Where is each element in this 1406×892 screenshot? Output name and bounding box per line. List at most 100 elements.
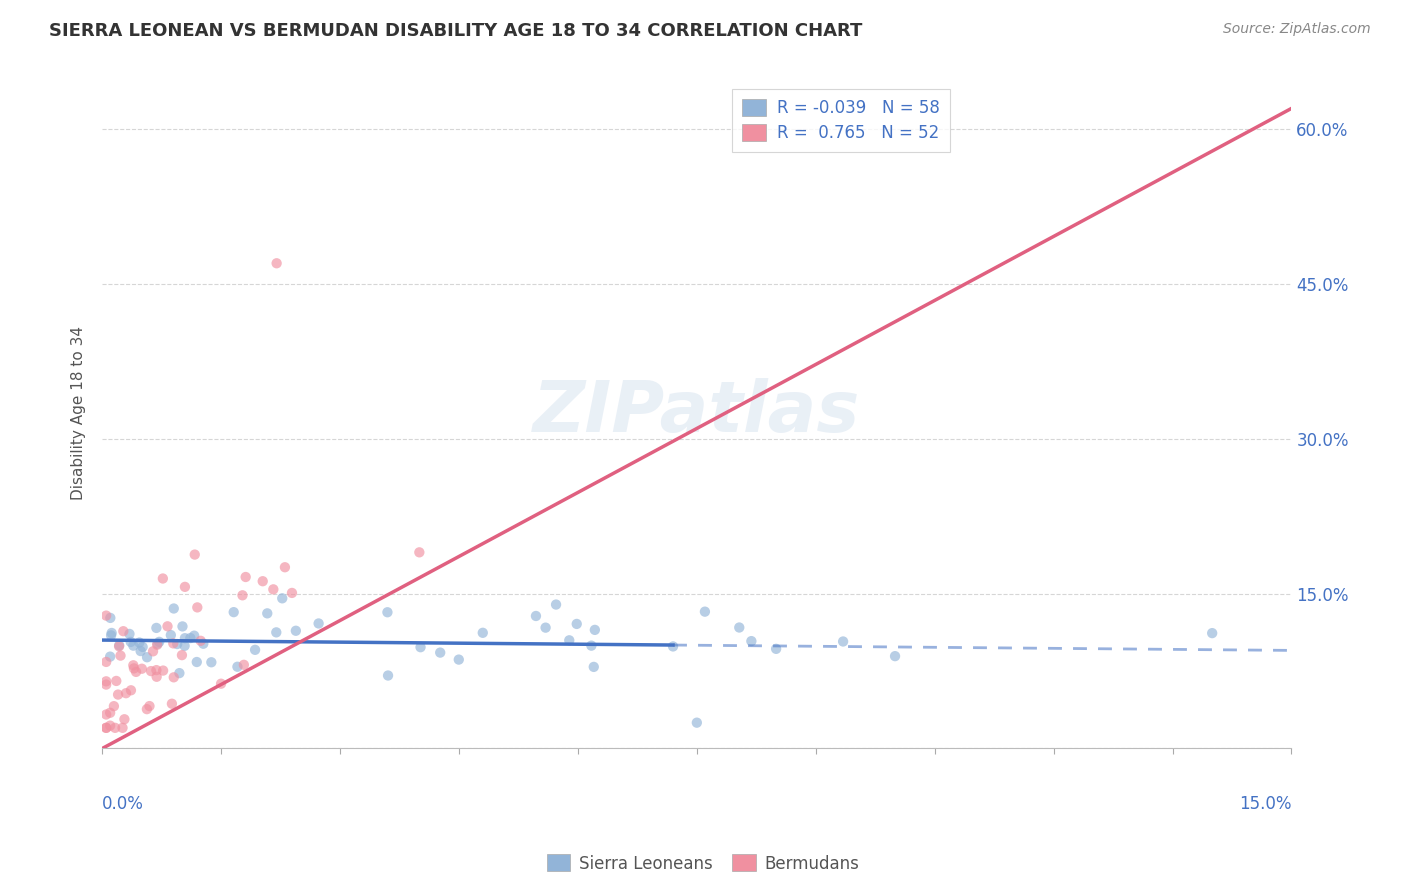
Point (163, 670, 186, 684)
Point (108, 638, 131, 652)
Point (100, 626, 122, 640)
Point (131, 640, 153, 654)
Point (179, 631, 201, 645)
Point (170, 648, 193, 662)
Point (120, 635, 142, 649)
Point (281, 586, 304, 600)
Point (183, 629, 205, 643)
Point (408, 545, 430, 559)
Point (135, 702, 157, 716)
Point (122, 658, 145, 673)
Point (174, 580, 197, 594)
Point (174, 631, 197, 645)
Point (96, 677, 118, 691)
Point (271, 591, 294, 606)
Point (138, 699, 160, 714)
Point (232, 657, 254, 672)
Point (104, 721, 127, 735)
Point (235, 570, 257, 584)
Point (111, 721, 134, 735)
Point (200, 655, 222, 669)
Point (169, 666, 191, 681)
Point (429, 646, 451, 660)
Point (252, 574, 274, 589)
Point (377, 605, 399, 619)
Point (662, 640, 685, 654)
Y-axis label: Disability Age 18 to 34: Disability Age 18 to 34 (72, 326, 86, 500)
Point (96, 608, 118, 623)
Point (96, 674, 118, 689)
Point (118, 627, 141, 641)
Point (1201, 626, 1223, 640)
Point (146, 637, 169, 651)
Point (765, 641, 787, 656)
Point (146, 638, 169, 652)
Point (156, 619, 179, 633)
Point (96, 655, 118, 669)
Point (112, 624, 135, 639)
Point (447, 652, 470, 666)
Point (193, 637, 215, 651)
Point (142, 644, 165, 658)
Point (693, 605, 716, 619)
Point (131, 662, 153, 676)
Point (122, 639, 145, 653)
Point (148, 635, 170, 649)
Point (243, 643, 266, 657)
Point (565, 616, 588, 631)
Point (173, 639, 195, 653)
Point (96, 721, 118, 735)
Legend: R = -0.039   N = 58, R =  0.765   N = 52: R = -0.039 N = 58, R = 0.765 N = 52 (733, 89, 950, 153)
Point (145, 663, 167, 677)
Point (377, 668, 399, 682)
Point (266, 625, 288, 640)
Point (115, 686, 138, 700)
Point (583, 623, 606, 637)
Point (129, 644, 152, 658)
Point (558, 633, 581, 648)
Point (145, 621, 167, 635)
Point (163, 601, 186, 615)
Point (152, 664, 174, 678)
Point (209, 676, 232, 690)
Point (108, 640, 131, 654)
Point (534, 621, 557, 635)
Point (103, 699, 125, 714)
Point (125, 665, 148, 679)
Point (98, 611, 121, 625)
Point (98, 719, 121, 733)
Text: ZIPatlas: ZIPatlas (533, 378, 860, 448)
Point (96, 707, 118, 722)
Point (544, 598, 567, 612)
Point (145, 670, 167, 684)
Point (166, 637, 188, 651)
Point (128, 635, 150, 649)
Point (122, 661, 145, 675)
Point (274, 560, 297, 574)
Point (728, 620, 751, 634)
Point (100, 628, 122, 642)
Text: SIERRA LEONEAN VS BERMUDAN DISABILITY AGE 18 TO 34 CORRELATION CHART: SIERRA LEONEAN VS BERMUDAN DISABILITY AG… (49, 22, 863, 40)
Point (160, 628, 183, 642)
Point (262, 582, 284, 597)
Point (190, 633, 212, 648)
Point (186, 600, 208, 615)
Point (96, 721, 118, 735)
Point (110, 648, 132, 663)
Point (832, 634, 855, 648)
Point (231, 588, 253, 602)
Text: Source: ZipAtlas.com: Source: ZipAtlas.com (1223, 22, 1371, 37)
Point (222, 605, 245, 619)
Point (186, 655, 208, 669)
Point (107, 688, 129, 702)
Point (266, 256, 288, 270)
Text: 0.0%: 0.0% (103, 796, 143, 814)
Point (139, 664, 162, 678)
Point (308, 616, 330, 631)
Point (152, 572, 174, 586)
Point (162, 636, 184, 650)
Point (884, 649, 907, 664)
Point (172, 619, 194, 633)
Point (471, 625, 494, 640)
Point (409, 640, 432, 655)
